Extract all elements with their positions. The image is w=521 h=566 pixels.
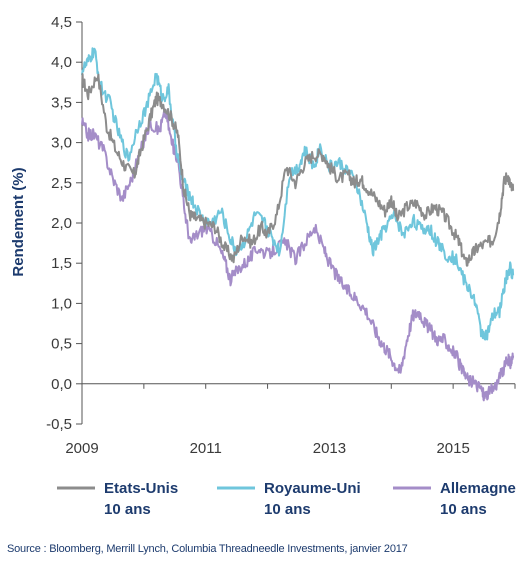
legend-label-sub: 10 ans [440, 501, 487, 518]
legend-label-sub: 10 ans [104, 501, 151, 518]
y-tick-label: 4,0 [51, 54, 72, 71]
series-line-2 [81, 108, 515, 402]
x-tick-label: 2011 [190, 440, 222, 457]
legend-label: Etats-Unis [104, 480, 178, 497]
legend-label: Allemagne [440, 480, 516, 497]
y-tick-label: 2,5 [51, 175, 72, 192]
source-note: Source : Bloomberg, Merrill Lynch, Colum… [7, 543, 408, 555]
y-tick-label: 3,5 [51, 94, 72, 111]
y-tick-label: 1,5 [51, 255, 72, 272]
axes: 4,5 4,0 3,5 3,0 2,5 2,0 1,5 1,0 0,5 0,0 -0,5 2009 20… [46, 14, 516, 457]
x-tick-label: 2015 [436, 440, 469, 457]
series-layer [81, 47, 515, 402]
x-tick-label: 2009 [65, 440, 98, 457]
legend-label-sub: 10 ans [264, 501, 311, 518]
y-tick-label: 0,0 [51, 376, 72, 393]
y-tick-label: 1,0 [51, 295, 72, 312]
y-axis-label: Rendement (%) [10, 167, 27, 276]
y-tick-label: 2,0 [51, 215, 72, 232]
chart: Rendement (%) 4,5 4,0 3,5 3,0 2,5 2,0 1,5 1,0 0,… [10, 14, 516, 518]
y-tick-label: 0,5 [51, 336, 72, 353]
legend-label: Royaume-Uni [264, 480, 361, 497]
y-tick-label: -0,5 [46, 416, 72, 433]
series-line-1 [81, 47, 515, 341]
series-line-0 [81, 72, 515, 267]
legend: Etats-Unis 10 ans Royaume-Uni 10 ans Allemag… [57, 480, 516, 518]
y-tick-label: 4,5 [51, 14, 72, 31]
x-tick-label: 2013 [313, 440, 346, 457]
y-tick-label: 3,0 [51, 135, 72, 152]
